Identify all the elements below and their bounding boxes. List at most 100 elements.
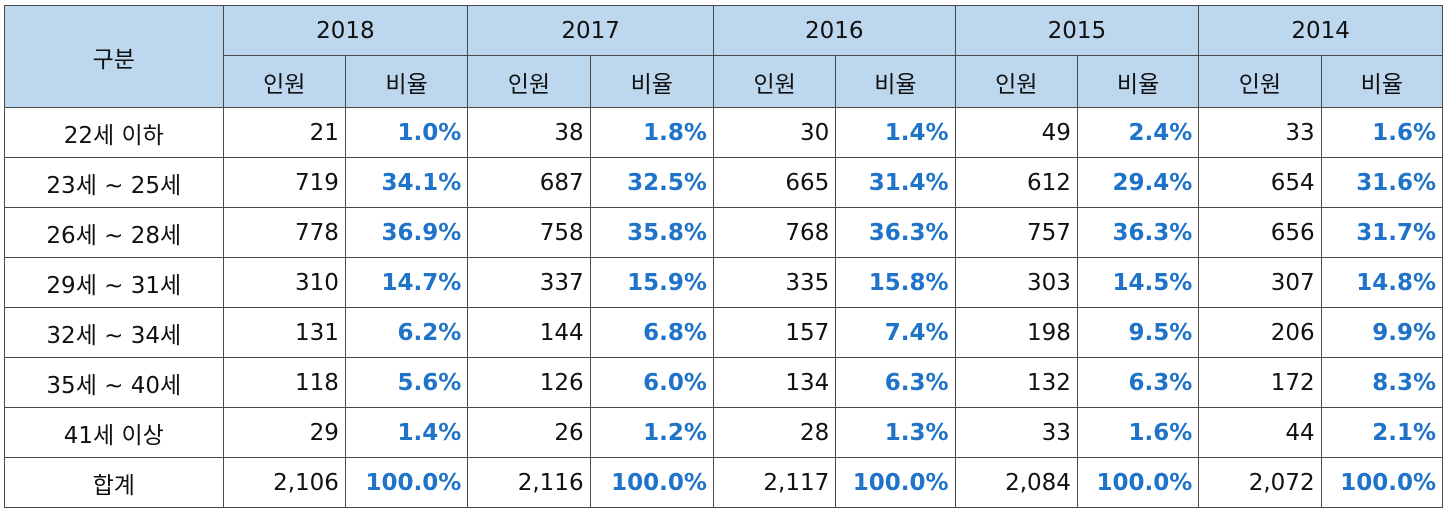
count-header: 인원 [954,55,1078,108]
count-cell: 2,072 [1198,457,1322,508]
category-header: 구분 [4,5,224,108]
ratio-cell: 15.8% [835,257,956,308]
age-distribution-table: 구분 2018 2017 2016 2015 2014 인원 비율 인원 비율 … [4,5,1444,508]
count-cell: 778 [222,207,346,258]
count-cell: 21 [222,107,346,158]
row-label: 합계 [4,457,224,508]
count-cell: 49 [954,107,1078,158]
ratio-header: 비율 [1320,55,1444,108]
ratio-cell: 32.5% [589,157,714,208]
count-cell: 335 [712,257,837,308]
table-header: 구분 2018 2017 2016 2015 2014 인원 비율 인원 비율 … [4,5,1444,108]
count-cell: 33 [954,407,1078,458]
count-header: 인원 [712,55,837,108]
ratio-cell: 8.3% [1320,357,1444,408]
count-cell: 126 [467,357,591,408]
count-cell: 2,084 [954,457,1078,508]
count-cell: 30 [712,107,837,158]
ratio-cell: 100.0% [589,457,714,508]
table-row: 32세 ~ 34세 131 6.2% 144 6.8% 157 7.4% 198 9.5% 206… [4,307,1444,358]
ratio-cell: 6.3% [1076,357,1200,408]
ratio-cell: 6.0% [589,357,714,408]
year-header: 2014 [1198,5,1443,56]
ratio-cell: 31.6% [1320,157,1444,208]
row-label: 23세 ~ 25세 [4,157,224,208]
ratio-cell: 100.0% [344,457,469,508]
ratio-cell: 15.9% [589,257,714,308]
count-cell: 2,106 [222,457,346,508]
count-cell: 132 [954,357,1078,408]
ratio-cell: 1.2% [589,407,714,458]
count-header: 인원 [1198,55,1322,108]
ratio-cell: 36.3% [1076,207,1200,258]
count-cell: 337 [467,257,591,308]
count-cell: 2,116 [467,457,591,508]
ratio-cell: 1.8% [589,107,714,158]
ratio-cell: 7.4% [835,307,956,358]
ratio-header: 비율 [344,55,469,108]
ratio-cell: 36.3% [835,207,956,258]
row-label: 22세 이하 [4,107,224,158]
ratio-cell: 31.7% [1320,207,1444,258]
row-label: 29세 ~ 31세 [4,257,224,308]
count-cell: 172 [1198,357,1322,408]
year-header: 2017 [467,5,714,56]
ratio-cell: 31.4% [835,157,956,208]
count-cell: 26 [467,407,591,458]
ratio-cell: 29.4% [1076,157,1200,208]
ratio-cell: 14.5% [1076,257,1200,308]
table-row: 41세 이상 29 1.4% 26 1.2% 28 1.3% 33 1.6% 44 2.1% [4,407,1444,458]
count-cell: 768 [712,207,837,258]
count-cell: 303 [954,257,1078,308]
table-row: 35세 ~ 40세 118 5.6% 126 6.0% 134 6.3% 132 6.3% 172… [4,357,1444,408]
ratio-cell: 100.0% [1320,457,1444,508]
count-cell: 206 [1198,307,1322,358]
ratio-cell: 1.0% [344,107,469,158]
table-row: 22세 이하 21 1.0% 38 1.8% 30 1.4% 49 2.4% 33 1.6% [4,107,1444,158]
ratio-cell: 1.6% [1076,407,1200,458]
count-cell: 310 [222,257,346,308]
ratio-cell: 5.6% [344,357,469,408]
count-cell: 131 [222,307,346,358]
count-cell: 38 [467,107,591,158]
header-row-subcolumns: 인원 비율 인원 비율 인원 비율 인원 비율 인원 비율 [5,55,1444,108]
ratio-cell: 9.5% [1076,307,1200,358]
ratio-cell: 6.3% [835,357,956,408]
count-header: 인원 [467,55,591,108]
count-cell: 33 [1198,107,1322,158]
ratio-cell: 1.6% [1320,107,1444,158]
ratio-cell: 100.0% [1076,457,1200,508]
row-label: 26세 ~ 28세 [4,207,224,258]
year-header: 2018 [222,5,469,56]
ratio-cell: 6.8% [589,307,714,358]
count-cell: 29 [222,407,346,458]
year-header: 2015 [954,5,1200,56]
ratio-cell: 36.9% [344,207,469,258]
table-body: 22세 이하 21 1.0% 38 1.8% 30 1.4% 49 2.4% 33 1.6% 23세 … [4,107,1444,508]
count-cell: 118 [222,357,346,408]
year-header: 2016 [712,5,956,56]
ratio-header: 비율 [589,55,714,108]
ratio-cell: 14.7% [344,257,469,308]
count-cell: 198 [954,307,1078,358]
ratio-cell: 2.1% [1320,407,1444,458]
ratio-header: 비율 [1076,55,1200,108]
count-cell: 144 [467,307,591,358]
count-cell: 157 [712,307,837,358]
table-row: 26세 ~ 28세 778 36.9% 758 35.8% 768 36.3% 757 36.3… [4,207,1444,258]
table-row: 29세 ~ 31세 310 14.7% 337 15.9% 335 15.8% 303 14.5… [4,257,1444,308]
count-cell: 687 [467,157,591,208]
count-cell: 44 [1198,407,1322,458]
count-cell: 758 [467,207,591,258]
ratio-header: 비율 [835,55,956,108]
count-cell: 134 [712,357,837,408]
count-cell: 757 [954,207,1078,258]
count-cell: 612 [954,157,1078,208]
count-cell: 307 [1198,257,1322,308]
ratio-cell: 2.4% [1076,107,1200,158]
count-cell: 719 [222,157,346,208]
count-cell: 654 [1198,157,1322,208]
count-cell: 2,117 [712,457,837,508]
row-label: 41세 이상 [4,407,224,458]
ratio-cell: 9.9% [1320,307,1444,358]
